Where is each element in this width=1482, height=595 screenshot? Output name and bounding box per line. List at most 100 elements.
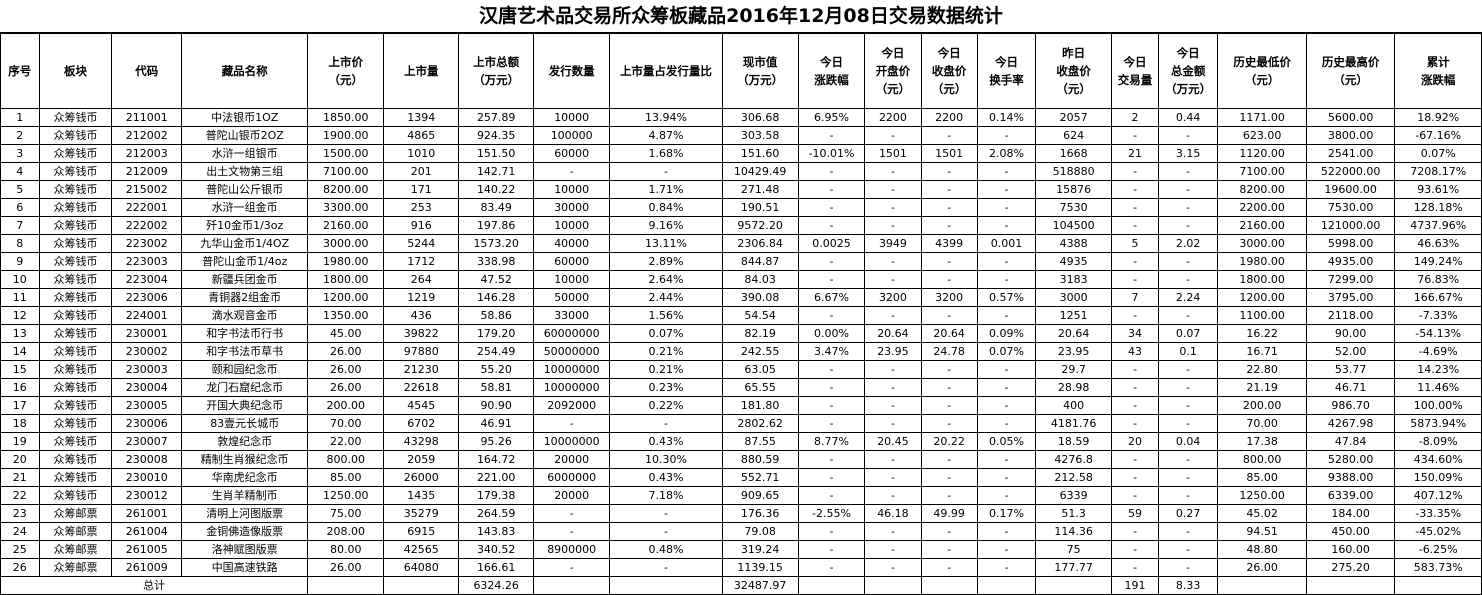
table-cell: 50000: [533, 288, 611, 307]
table-cell: -: [797, 558, 866, 577]
table-cell: 普陀山金币1/4oz: [181, 252, 309, 271]
column-header: 历史最高价 （元）: [1305, 33, 1396, 109]
table-cell: 0.07%: [1394, 144, 1482, 163]
table-cell: -: [609, 414, 723, 433]
table-cell: 开国大典纪念币: [181, 396, 309, 415]
table-cell: 18.92%: [1394, 108, 1482, 127]
table-cell: 223006: [111, 288, 183, 307]
table-cell: 201: [383, 162, 460, 181]
table-cell: 552.71: [721, 468, 799, 487]
table-cell: -: [1111, 126, 1159, 145]
table-cell: -: [920, 306, 978, 325]
table-cell: -: [797, 126, 866, 145]
table-cell: 众筹钱币: [38, 414, 113, 433]
table-cell: -: [864, 414, 922, 433]
table-cell: 0.001: [976, 234, 1037, 253]
table-cell: -: [1157, 558, 1219, 577]
table-cell: 230002: [111, 342, 183, 361]
table-cell: 众筹钱币: [38, 252, 113, 271]
table-cell: 13.11%: [609, 234, 723, 253]
table-cell: -4.69%: [1394, 342, 1482, 361]
total-cell: [609, 576, 723, 595]
table-cell: 150.09%: [1394, 468, 1482, 487]
table-cell: -: [1111, 486, 1159, 505]
table-cell: 143.83: [458, 522, 535, 541]
table-cell: 49.99: [920, 504, 978, 523]
table-cell: 6: [0, 198, 40, 217]
table-cell: 212.58: [1035, 468, 1113, 487]
table-cell: 0.27: [1157, 504, 1219, 523]
table-cell: 200.00: [307, 396, 385, 415]
table-cell: 20.45: [864, 432, 922, 451]
table-cell: 22: [0, 486, 40, 505]
table-cell: 1120.00: [1217, 144, 1307, 163]
table-cell: 2118.00: [1305, 306, 1396, 325]
table-cell: 70.00: [1217, 414, 1307, 433]
table-cell: 华南虎纪念币: [181, 468, 309, 487]
table-cell: 340.52: [458, 540, 535, 559]
table-cell: 众筹钱币: [38, 486, 113, 505]
table-cell: 3000: [1035, 288, 1113, 307]
table-cell: 9572.20: [721, 216, 799, 235]
table-cell: -: [864, 198, 922, 217]
table-cell: 3200: [864, 288, 922, 307]
total-row: 总计 6324.26 32487.97 191 8.33: [0, 576, 1482, 595]
table-cell: -: [533, 522, 611, 541]
table-cell: -: [864, 162, 922, 181]
total-cell: [920, 576, 978, 595]
table-cell: -: [920, 468, 978, 487]
table-row: 17 众筹钱币 230005 开国大典纪念币 200.00 4545 90.90 209200…: [0, 396, 1482, 415]
table-cell: 众筹钱币: [38, 360, 113, 379]
table-row: 25 众筹邮票 261005 洛神赋图版票 80.00 42565 340.52 890000…: [0, 540, 1482, 559]
table-cell: -: [920, 414, 978, 433]
table-row: 9 众筹钱币 223003 普陀山金币1/4oz 1980.00 1712 338.98 60…: [0, 252, 1482, 271]
table-cell: -: [1111, 252, 1159, 271]
table-cell: 众筹钱币: [38, 450, 113, 469]
table-cell: 1500.00: [307, 144, 385, 163]
table-cell: 3949: [864, 234, 922, 253]
table-cell: 4865: [383, 126, 460, 145]
table-cell: 1.68%: [609, 144, 723, 163]
total-cell: [976, 576, 1037, 595]
table-cell: 2092000: [533, 396, 611, 415]
table-cell: 0.43%: [609, 432, 723, 451]
table-cell: 215002: [111, 180, 183, 199]
table-cell: -: [1111, 270, 1159, 289]
table-cell: 10000000: [533, 378, 611, 397]
column-header: 代码: [111, 33, 183, 109]
column-header: 今日 收盘价 （元）: [920, 33, 978, 109]
table-cell: 48.80: [1217, 540, 1307, 559]
table-cell: 2802.62: [721, 414, 799, 433]
table-cell: 909.65: [721, 486, 799, 505]
table-cell: 0.0025: [797, 234, 866, 253]
table-cell: 普陀山银币2OZ: [181, 126, 309, 145]
table-cell: 275.20: [1305, 558, 1396, 577]
table-cell: -: [1157, 252, 1219, 271]
table-cell: 4: [0, 162, 40, 181]
table-cell: 76.83%: [1394, 270, 1482, 289]
table-cell: 0.44: [1157, 108, 1219, 127]
table-cell: 1010: [383, 144, 460, 163]
table-cell: -: [864, 486, 922, 505]
table-cell: -: [976, 378, 1037, 397]
table-cell: 7208.17%: [1394, 162, 1482, 181]
table-cell: 1501: [864, 144, 922, 163]
table-cell: 58.81: [458, 378, 535, 397]
table-cell: 20000: [533, 450, 611, 469]
table-cell: 3183: [1035, 270, 1113, 289]
table-cell: 众筹钱币: [38, 162, 113, 181]
table-cell: 1171.00: [1217, 108, 1307, 127]
table-cell: 1250.00: [1217, 486, 1307, 505]
table-cell: 2: [1111, 108, 1159, 127]
table-cell: 21: [0, 468, 40, 487]
table-cell: 4276.8: [1035, 450, 1113, 469]
table-cell: 10: [0, 270, 40, 289]
table-cell: 128.18%: [1394, 198, 1482, 217]
table-cell: 261004: [111, 522, 183, 541]
table-cell: -: [1157, 270, 1219, 289]
column-header: 现市值 （万元）: [721, 33, 799, 109]
table-cell: 6915: [383, 522, 460, 541]
table-cell: 58.86: [458, 306, 535, 325]
table-cell: -: [864, 306, 922, 325]
table-cell: 水浒一组金币: [181, 198, 309, 217]
